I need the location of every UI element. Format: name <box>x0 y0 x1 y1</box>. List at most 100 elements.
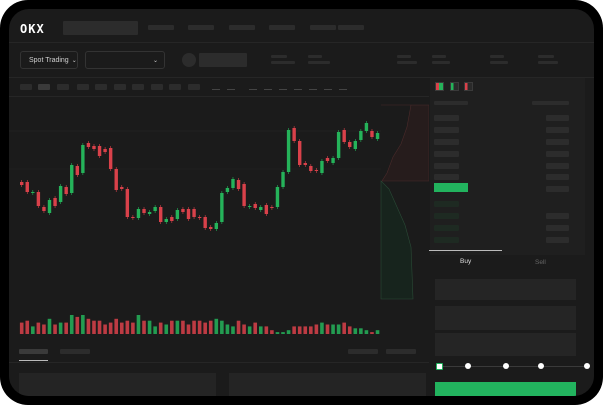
stat-value <box>538 61 558 64</box>
volume-bar <box>214 318 219 334</box>
active-tab-underline <box>19 360 48 361</box>
candle <box>259 207 263 210</box>
candle <box>25 182 29 192</box>
drawing-tool-icon[interactable] <box>227 84 235 90</box>
volume-bar <box>220 320 224 334</box>
volume-bar <box>247 326 252 334</box>
candle <box>209 227 213 229</box>
sell-tab[interactable]: Sell <box>535 259 546 266</box>
candle <box>253 204 257 208</box>
volume-bar <box>142 320 146 334</box>
candle <box>292 128 296 141</box>
timeframe-button[interactable] <box>188 84 200 90</box>
stat-value <box>397 61 417 64</box>
drawing-tool-icon[interactable] <box>324 84 332 90</box>
timeframe-button[interactable] <box>38 84 50 90</box>
candle <box>75 166 79 175</box>
candle <box>164 219 168 222</box>
book-both-icon[interactable] <box>435 82 444 91</box>
nav-item[interactable] <box>229 25 255 30</box>
volume-bar <box>242 324 246 334</box>
candle <box>92 146 96 149</box>
candle <box>247 206 252 207</box>
nav-item[interactable] <box>338 25 364 30</box>
volume-bar <box>36 322 41 334</box>
volume-bar <box>286 330 291 334</box>
leverage-slider-track[interactable] <box>439 366 589 367</box>
candle <box>320 161 324 173</box>
volume-bar <box>170 320 174 334</box>
nav-item[interactable] <box>269 25 295 30</box>
volume-bar <box>175 320 180 334</box>
price-input[interactable] <box>435 279 576 300</box>
candle <box>364 123 369 131</box>
filter-button[interactable] <box>348 349 378 354</box>
buy-tab[interactable]: Buy <box>460 258 472 265</box>
drawing-tool-icon[interactable] <box>309 84 317 90</box>
book-bids-icon[interactable] <box>450 82 459 91</box>
volume-bar <box>359 328 363 334</box>
slider-step[interactable] <box>538 363 544 369</box>
stat-label <box>490 55 504 58</box>
volume-bar <box>320 322 324 334</box>
drawing-tool-icon[interactable] <box>279 84 287 90</box>
orders-card <box>19 373 216 396</box>
nav-item[interactable] <box>148 25 174 30</box>
timeframe-button[interactable] <box>169 84 181 90</box>
candle <box>359 131 363 140</box>
drawing-tool-icon[interactable] <box>339 84 347 90</box>
tab-order-history[interactable] <box>60 349 90 354</box>
drawing-tool-icon[interactable] <box>294 84 302 90</box>
volume-bar <box>31 326 35 334</box>
chevron-down-icon: ⌄ <box>152 57 158 64</box>
candle <box>236 180 241 189</box>
search-bar[interactable] <box>63 21 138 35</box>
timeframe-button[interactable] <box>132 84 144 90</box>
slider-step[interactable] <box>465 363 471 369</box>
drawing-tool-icon[interactable] <box>249 84 257 90</box>
slider-step[interactable] <box>584 363 590 369</box>
ask-price <box>434 127 459 133</box>
stat-value <box>432 61 450 64</box>
nav-item[interactable] <box>310 25 336 30</box>
candle <box>331 158 335 163</box>
drawing-tool-icon[interactable] <box>264 84 272 90</box>
total-input[interactable] <box>435 333 576 356</box>
volume-bar <box>153 326 157 334</box>
timeframe-button[interactable] <box>151 84 163 90</box>
timeframe-button[interactable] <box>57 84 69 90</box>
depth-bids-area <box>380 180 414 300</box>
volume-bar <box>136 315 141 334</box>
volume-bar <box>331 324 335 334</box>
pair-selector[interactable]: ⌄ <box>85 51 165 69</box>
buy-submit-button[interactable] <box>435 382 576 396</box>
filter-button[interactable] <box>386 349 416 354</box>
drawing-tool-icon[interactable] <box>212 84 220 90</box>
volume-bar <box>375 330 380 334</box>
volume-bar <box>303 326 308 334</box>
timeframe-button[interactable] <box>114 84 126 90</box>
timeframe-button[interactable] <box>20 84 32 90</box>
volume-bar <box>158 322 163 334</box>
slider-handle[interactable] <box>436 363 443 370</box>
nav-item[interactable] <box>188 25 214 30</box>
candle <box>58 186 63 202</box>
candle <box>125 189 130 217</box>
amount-input[interactable] <box>435 306 576 330</box>
candle <box>214 223 218 229</box>
bid-amount <box>546 225 569 231</box>
price-chart[interactable] <box>9 97 429 347</box>
ask-price <box>434 174 459 180</box>
timeframe-button[interactable] <box>95 84 107 90</box>
slider-step[interactable] <box>503 363 509 369</box>
depth-asks-area <box>381 104 429 182</box>
candle <box>97 146 102 156</box>
bid-price <box>434 237 459 243</box>
book-header-amount <box>532 101 569 105</box>
book-asks-icon[interactable] <box>464 82 473 91</box>
timeframe-button[interactable] <box>77 84 89 90</box>
spot-trading-dropdown[interactable]: Spot Trading ⌄ <box>20 51 78 69</box>
volume-bar <box>264 326 269 334</box>
tab-open-orders[interactable] <box>19 349 48 354</box>
candle <box>114 169 118 190</box>
